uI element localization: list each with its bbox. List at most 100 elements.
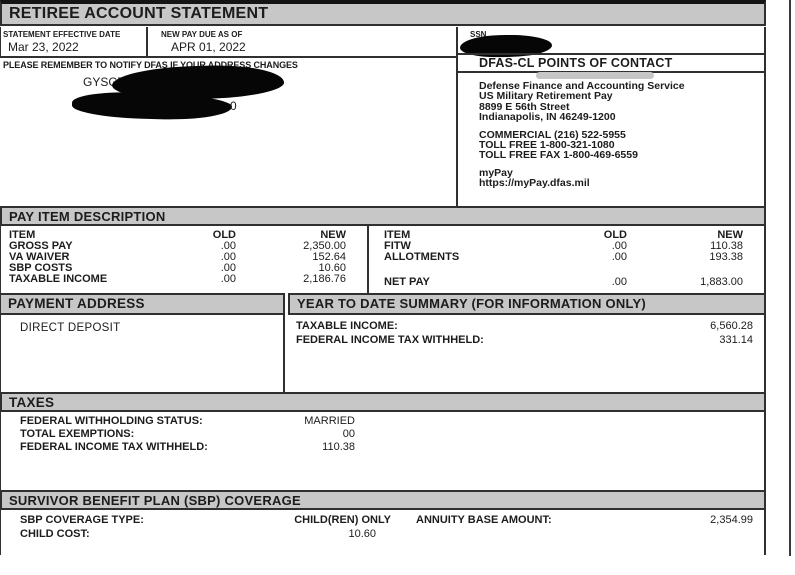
contact-details: Defense Finance and Accounting Service U… bbox=[479, 81, 685, 196]
tax-value: 110.38 bbox=[322, 441, 355, 453]
pay-item: NET PAY bbox=[384, 276, 430, 288]
pay-item: GROSS PAY bbox=[9, 240, 73, 252]
payment-address-content: DIRECT DEPOSIT bbox=[0, 315, 285, 392]
sbp-content: SBP COVERAGE TYPE: CHILD(REN) ONLY ANNUI… bbox=[0, 510, 766, 555]
new-pay-due-label: NEW PAY DUE AS OF bbox=[161, 30, 243, 39]
col-item: ITEM bbox=[9, 229, 36, 241]
tax-label: FEDERAL WITHHOLDING STATUS: bbox=[20, 415, 203, 427]
new-value: 10.60 bbox=[318, 262, 346, 274]
page-edge-line bbox=[789, 0, 791, 556]
table-row: SBP COSTS .00 10.60 bbox=[1, 262, 367, 274]
table-row: GROSS PAY .00 2,350.00 bbox=[1, 240, 367, 252]
tax-label: TOTAL EXEMPTIONS: bbox=[20, 428, 135, 440]
col-new: NEW bbox=[320, 229, 346, 241]
contact-online: myPay https://myPay.dfas.mil bbox=[479, 166, 685, 190]
ssn-underline bbox=[458, 53, 764, 55]
ytd-label: TAXABLE INCOME: bbox=[296, 320, 398, 332]
contact-section-heading: DFAS-CL POINTS OF CONTACT bbox=[458, 55, 764, 73]
address-visible-digit: 0 bbox=[230, 99, 237, 113]
ytd-summary-heading: YEAR TO DATE SUMMARY (FOR INFORMATION ON… bbox=[288, 293, 766, 315]
pay-item: TAXABLE INCOME bbox=[9, 273, 108, 285]
payment-method: DIRECT DEPOSIT bbox=[20, 322, 121, 334]
new-value: 2,350.00 bbox=[303, 240, 346, 252]
pay-item: FITW bbox=[384, 240, 411, 252]
table-row: FITW .00 110.38 bbox=[369, 240, 765, 252]
pay-item: VA WAIVER bbox=[9, 251, 70, 263]
erased-mark bbox=[536, 72, 654, 79]
sbp-row: SBP COVERAGE TYPE: CHILD(REN) ONLY ANNUI… bbox=[1, 514, 764, 526]
new-value: 1,883.00 bbox=[700, 276, 743, 288]
col-old: OLD bbox=[212, 229, 236, 241]
old-value: .00 bbox=[220, 262, 236, 274]
sbp-coverage-label: SBP COVERAGE TYPE: bbox=[20, 514, 144, 526]
ytd-row: FEDERAL INCOME TAX WITHHELD: 331.14 bbox=[288, 334, 764, 346]
table-header-row: ITEM OLD NEW bbox=[369, 229, 765, 241]
col-old: OLD bbox=[603, 229, 627, 241]
old-value: .00 bbox=[611, 251, 627, 263]
contact-phone-numbers: COMMERCIAL (216) 522-5955 TOLL FREE 1-80… bbox=[479, 128, 685, 162]
sbp-section-heading: SURVIVOR BENEFIT PLAN (SBP) COVERAGE bbox=[0, 490, 766, 510]
table-divider bbox=[367, 226, 369, 293]
tax-value: 00 bbox=[342, 428, 355, 440]
statement-title: RETIREE ACCOUNT STATEMENT bbox=[0, 0, 766, 26]
mypay-label: myPay bbox=[479, 166, 513, 179]
contact-line: Defense Finance and Accounting Service bbox=[479, 80, 685, 92]
table-header-row: ITEM OLD NEW bbox=[1, 229, 367, 241]
net-pay-row: NET PAY .00 1,883.00 bbox=[369, 276, 765, 288]
ytd-label: FEDERAL INCOME TAX WITHHELD: bbox=[296, 334, 484, 346]
old-value: .00 bbox=[611, 276, 627, 288]
pay-item: ALLOTMENTS bbox=[384, 251, 460, 263]
contact-line: US Military Retirement Pay bbox=[479, 90, 613, 103]
tax-label: FEDERAL INCOME TAX WITHHELD: bbox=[20, 441, 208, 453]
effective-date-value: Mar 23, 2022 bbox=[8, 40, 79, 54]
date-header-row: STATEMENT EFFECTIVE DATE Mar 23, 2022 NE… bbox=[0, 27, 456, 58]
old-value: .00 bbox=[220, 251, 236, 263]
table-row: VA WAIVER .00 152.64 bbox=[1, 251, 367, 263]
address-change-notice: PLEASE REMEMBER TO NOTIFY DFAS IF YOUR A… bbox=[3, 60, 298, 70]
ssn-contact-box: SSN DFAS-CL POINTS OF CONTACT Defense Fi… bbox=[456, 27, 766, 206]
effective-date-label: STATEMENT EFFECTIVE DATE bbox=[3, 30, 121, 39]
sbp-row: CHILD COST: 10.60 bbox=[1, 528, 764, 540]
tax-row: FEDERAL INCOME TAX WITHHELD: 110.38 bbox=[1, 441, 764, 453]
new-value: 152.64 bbox=[312, 251, 346, 263]
ytd-summary-content: TAXABLE INCOME: 6,560.28 FEDERAL INCOME … bbox=[288, 315, 766, 392]
ssn-label: SSN bbox=[470, 30, 487, 39]
new-value: 193.38 bbox=[709, 251, 743, 263]
pay-item: SBP COSTS bbox=[9, 262, 73, 274]
contact-phone: COMMERCIAL (216) 522-5955 bbox=[479, 128, 626, 141]
ytd-row: TAXABLE INCOME: 6,560.28 bbox=[288, 320, 764, 332]
pay-item-tables: ITEM OLD NEW GROSS PAY .00 2,350.00 VA W… bbox=[0, 226, 766, 293]
col-new: NEW bbox=[717, 229, 743, 241]
contact-fax: TOLL FREE FAX 1-800-469-6559 bbox=[479, 149, 638, 162]
sbp-coverage-value: CHILD(REN) ONLY bbox=[294, 514, 391, 526]
child-cost-label: CHILD COST: bbox=[20, 528, 90, 540]
new-value: 110.38 bbox=[710, 240, 743, 252]
taxes-section-heading: TAXES bbox=[0, 392, 766, 412]
new-value: 2,186.76 bbox=[303, 273, 346, 285]
tax-value: MARRIED bbox=[304, 415, 355, 427]
table-row: TAXABLE INCOME .00 2,186.76 bbox=[1, 273, 367, 285]
taxes-content: FEDERAL WITHHOLDING STATUS: MARRIED TOTA… bbox=[0, 412, 766, 490]
col-item: ITEM bbox=[384, 229, 411, 241]
ytd-value: 6,560.28 bbox=[710, 320, 753, 332]
annuity-base-value: 2,354.99 bbox=[710, 514, 753, 526]
ytd-value: 331.14 bbox=[719, 334, 753, 346]
tax-row: FEDERAL WITHHOLDING STATUS: MARRIED bbox=[1, 415, 764, 427]
new-pay-due-value: APR 01, 2022 bbox=[171, 40, 246, 54]
contact-line: Indianapolis, IN 46249-1200 bbox=[479, 111, 616, 124]
old-value: .00 bbox=[220, 273, 236, 285]
tax-row: TOTAL EXEMPTIONS: 00 bbox=[1, 428, 764, 440]
mypay-url: https://myPay.dfas.mil bbox=[479, 177, 590, 190]
child-cost-value: 10.60 bbox=[348, 528, 376, 540]
old-value: .00 bbox=[220, 240, 236, 252]
cell-divider bbox=[146, 27, 148, 56]
contact-phone: TOLL FREE 1-800-321-1080 bbox=[479, 139, 615, 152]
contact-mailing-address: Defense Finance and Accounting Service U… bbox=[479, 81, 685, 123]
table-row: ALLOTMENTS .00 193.38 bbox=[369, 251, 765, 263]
old-value: .00 bbox=[611, 240, 627, 252]
contact-line: 8899 E 56th Street bbox=[479, 100, 570, 113]
payment-address-heading: PAYMENT ADDRESS bbox=[0, 293, 285, 315]
annuity-base-label: ANNUITY BASE AMOUNT: bbox=[416, 514, 552, 526]
pay-item-section-heading: PAY ITEM DESCRIPTION bbox=[0, 206, 766, 226]
